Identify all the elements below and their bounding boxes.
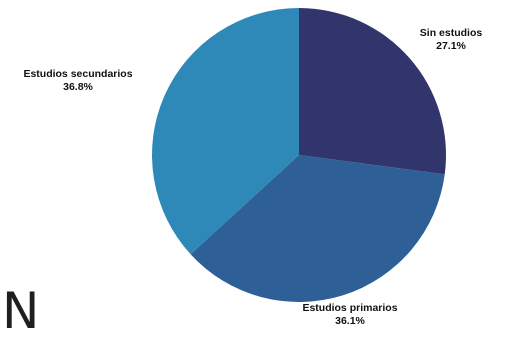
slice-label-2: Estudios primarios 36.1%: [302, 302, 397, 327]
pie-slice-2: [190, 155, 445, 302]
pie-slice-3: [152, 8, 299, 255]
corner-letter: N: [2, 282, 40, 340]
slice-label-1: Sin estudios 27.1%: [420, 27, 483, 52]
slice-label-3: Estudios secundarios 36.8%: [23, 68, 132, 93]
pie-labels: Sin estudios 27.1% Estudios primarios 36.1%…: [23, 27, 482, 327]
pie-slice-1: [299, 8, 446, 175]
pie-slices: [152, 8, 446, 302]
slice-category-label: Sin estudios: [420, 27, 483, 39]
slice-value-label: 36.1%: [335, 315, 365, 327]
slice-value-label: 27.1%: [436, 40, 466, 52]
slice-category-label: Estudios secundarios: [23, 68, 132, 80]
slice-category-label: Estudios primarios: [302, 302, 397, 314]
slice-value-label: 36.8%: [63, 81, 93, 93]
